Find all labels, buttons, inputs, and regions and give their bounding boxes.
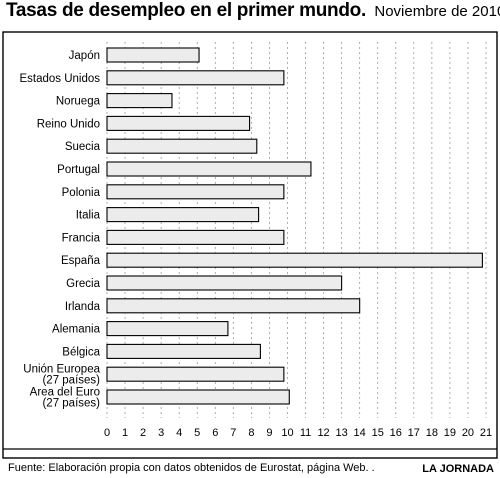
x-tick-label: 13: [335, 427, 347, 439]
bar: [106, 93, 173, 109]
x-tick-label: 0: [104, 427, 110, 439]
bar: [106, 389, 290, 405]
bar: [106, 275, 343, 291]
x-tick-label: 18: [426, 427, 438, 439]
x-tick-label: 10: [281, 427, 293, 439]
bar: [106, 115, 251, 131]
x-tick-label: 11: [300, 427, 311, 439]
bar: [106, 161, 312, 177]
bar: [106, 138, 258, 154]
chart-frame: [2, 31, 498, 459]
category-label: Area del Euro (27 países): [30, 387, 100, 410]
x-tick-label: 20: [462, 427, 474, 439]
chart-subtitle: Noviembre de 2010: [374, 3, 500, 20]
category-label: Irlanda: [65, 301, 101, 313]
category-label: Alemania: [52, 324, 101, 336]
category-label: Italia: [76, 210, 101, 222]
chart-title: Tasas de desempleo en el primer mundo.: [6, 0, 366, 21]
x-tick-label: 9: [266, 427, 272, 439]
category-label: Unión Europea (27 países): [23, 364, 100, 387]
bar: [106, 343, 261, 359]
category-label: Reino Unido: [37, 118, 100, 130]
bar: [106, 298, 361, 314]
bar: [106, 207, 260, 223]
category-label: Francia: [62, 232, 101, 244]
category-label: Suecia: [65, 141, 101, 153]
x-tick-label: 2: [140, 427, 146, 439]
x-tick-label: 21: [480, 427, 492, 439]
category-label: Bélgica: [62, 346, 100, 358]
x-tick-label: 5: [194, 427, 200, 439]
x-tick-label: 16: [390, 427, 402, 439]
bar: [106, 184, 285, 200]
publisher-credit: LA JORNADA: [422, 463, 494, 475]
chart-header: Tasas de desempleo en el primer mundo. N…: [6, 0, 500, 24]
bar: [106, 366, 285, 382]
bar: [106, 70, 285, 86]
x-tick-label: 1: [122, 427, 128, 439]
x-tick-label: 19: [444, 427, 456, 439]
category-label: Japón: [69, 50, 100, 62]
category-label: Grecia: [66, 278, 100, 290]
x-tick-label: 17: [408, 427, 420, 439]
bar: [106, 47, 200, 63]
x-tick-label: 12: [317, 427, 329, 439]
category-label: Portugal: [57, 164, 100, 176]
source-note: Fuente: Elaboración propia con datos obt…: [8, 462, 375, 474]
category-label: Noruega: [56, 96, 101, 108]
x-tick-label: 4: [176, 427, 182, 439]
category-label: Estados Unidos: [19, 73, 100, 85]
x-tick-label: 8: [248, 427, 254, 439]
bar: [106, 321, 229, 337]
bar: [106, 252, 483, 268]
x-tick-label: 15: [372, 427, 384, 439]
x-tick-label: 14: [354, 427, 366, 439]
bar: [106, 229, 285, 245]
x-tick-label: 3: [158, 427, 164, 439]
category-label: Polonia: [62, 187, 101, 199]
x-tick-label: 6: [212, 427, 218, 439]
x-tick-label: 7: [230, 427, 236, 439]
category-label: España: [61, 255, 101, 267]
